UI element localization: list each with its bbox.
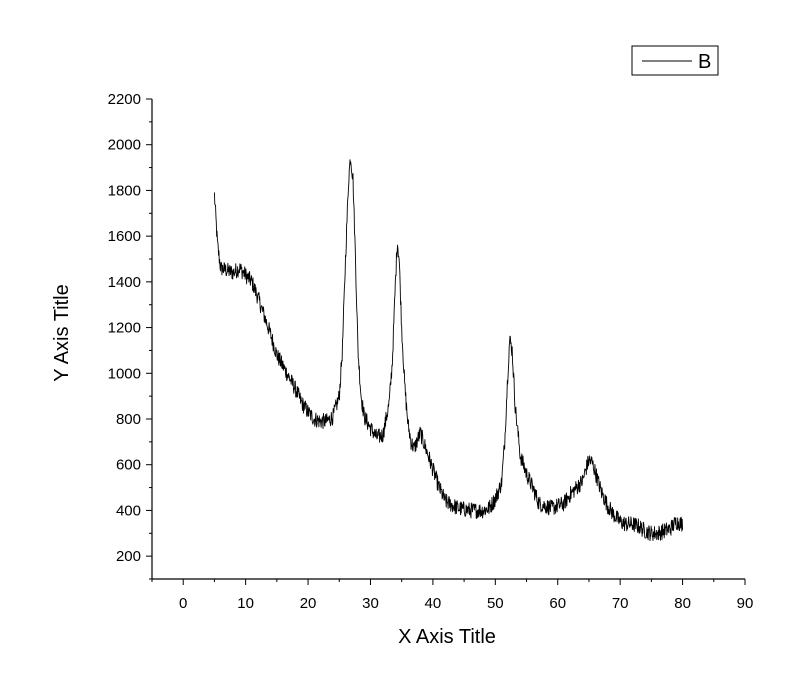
- y-tick-label: 1200: [108, 320, 141, 337]
- y-tick-label: 2000: [108, 137, 141, 154]
- y-tick-label: 400: [116, 502, 141, 519]
- legend-label-b: B: [698, 51, 711, 73]
- y-tick-label: 600: [116, 457, 141, 474]
- series-layer: [213, 159, 684, 542]
- x-tick-label: 70: [612, 595, 629, 612]
- y-tick-label: 2200: [108, 91, 141, 108]
- y-tick-label: 1600: [108, 228, 141, 245]
- x-tick-label: 50: [487, 595, 504, 612]
- y-tick-label: 200: [116, 548, 141, 565]
- y-tick-label: 1000: [108, 365, 141, 382]
- y-tick-label: 800: [116, 411, 141, 428]
- x-tick-label: 30: [362, 595, 379, 612]
- x-tick-label: 90: [737, 595, 754, 612]
- axes: [151, 99, 745, 580]
- tick-labels: 0 10 20 30 40 50 60 70 80 90 200 400 600 800 1000 1200 1…: [108, 91, 754, 612]
- series-line-b: [213, 159, 684, 542]
- x-tick-label: 10: [237, 595, 254, 612]
- x-tick-label: 20: [300, 595, 317, 612]
- x-tick-label: 0: [179, 595, 187, 612]
- y-axis-title: Y Axis Title: [51, 284, 73, 381]
- legend: B: [631, 45, 719, 76]
- x-axis-title: X Axis Title: [398, 626, 496, 648]
- y-tick-label: 1400: [108, 274, 141, 291]
- y-tick-label: 1800: [108, 182, 141, 199]
- x-tick-label: 40: [425, 595, 442, 612]
- x-tick-label: 60: [549, 595, 566, 612]
- x-tick-label: 80: [674, 595, 691, 612]
- tick-marks: [146, 98, 746, 585]
